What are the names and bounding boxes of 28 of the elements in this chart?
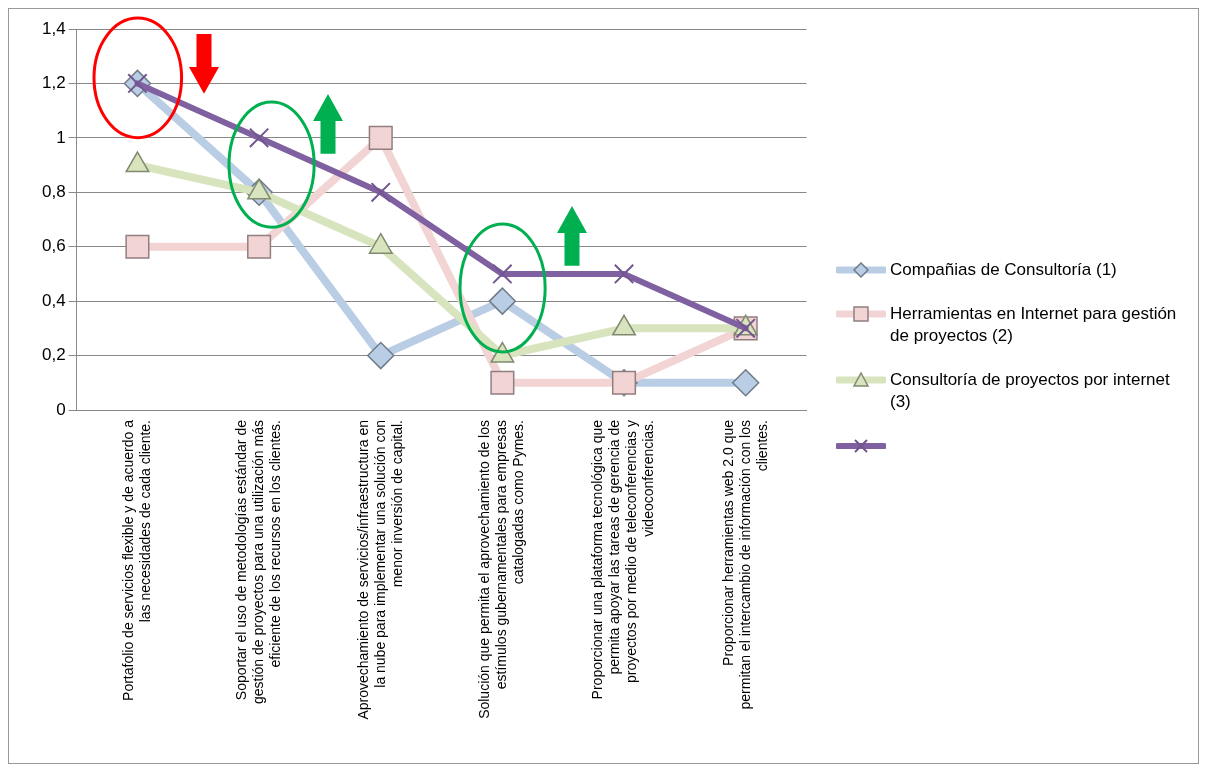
x-tick-label: Proporcionar herramientas web 2.0 que permitan el intercambio de información con los clientes. [719, 419, 770, 710]
point [125, 234, 150, 259]
y-tick-label: 0,4 [41, 290, 66, 310]
x-tick-label: Solución que permita el aprovechamiento de los estímulos gubernamentales para empresas catalogadas como Pymes. [476, 420, 527, 719]
x-tick-label: Aprovechamiento de servicios/infraestructura en la nube para implementar una solución con menor inversión de capital. [354, 420, 405, 720]
point [492, 263, 513, 285]
point [368, 125, 393, 150]
y-tick-label: 0,6 [41, 236, 66, 256]
legend-label: Herramientas en Internet para gestión de proyectos (2) [890, 303, 1178, 347]
y-tick-label: 1,4 [41, 18, 66, 38]
x-tick-label: Proporcionar una plataforma tecnológica que permita apoyar las tareas de gerencia de proyectos por medio de teleconferencias y videoconferencias. [589, 419, 657, 700]
x-tick-label: Soportar el uso de metodologías estándar de gestión de proyectos para una utilización más eficiente de los recursos en los clientes. [232, 419, 283, 705]
point [613, 263, 635, 285]
point [247, 234, 272, 259]
point [488, 287, 517, 315]
y-tick-label: 0,2 [41, 345, 66, 365]
point [366, 341, 395, 370]
y-tick-label: 1 [56, 127, 66, 147]
point [731, 369, 760, 397]
x-tick-label: Portafolio de servicios flexible y de acuerdo a las necesidades de cada cliente. [119, 419, 153, 701]
point [248, 127, 270, 149]
y-tick-label: 0 [56, 399, 66, 419]
legend-label: Consultoría de proyectos por internet (3) [890, 369, 1171, 413]
point [490, 370, 515, 395]
y-tick-label: 0,8 [41, 181, 66, 201]
legend-label: Compañias de Consultoría (1) [890, 259, 1117, 281]
y-tick-label: 1,2 [41, 73, 66, 93]
point [370, 182, 391, 203]
